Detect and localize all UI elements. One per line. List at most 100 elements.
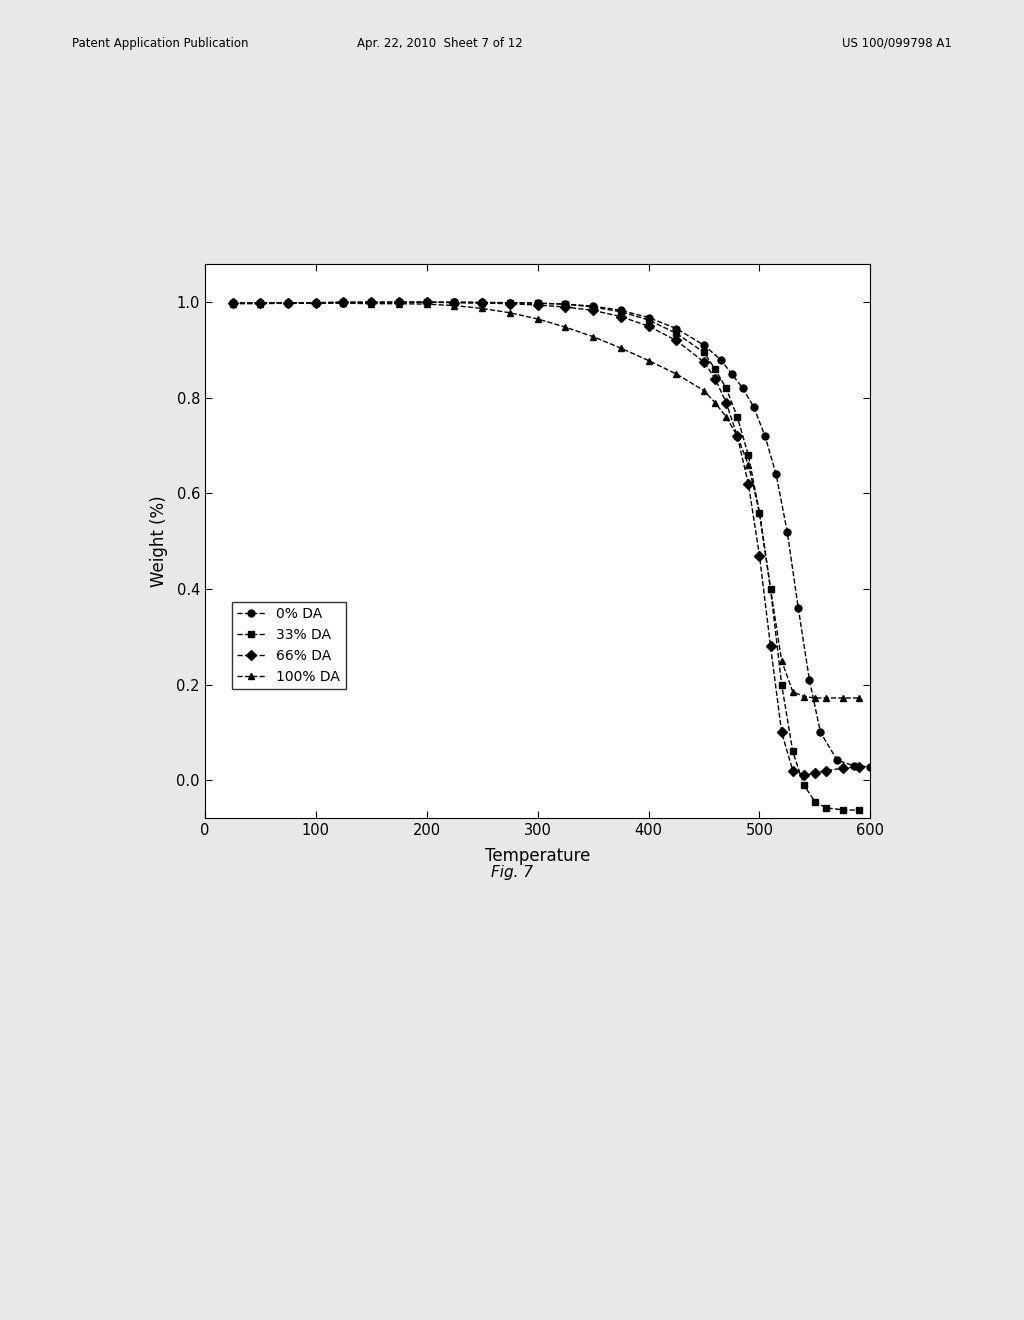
0% DA <box>670 321 682 337</box>
100% DA <box>837 690 849 706</box>
66% DA <box>754 548 766 564</box>
0% DA <box>748 400 760 416</box>
100% DA <box>754 504 766 520</box>
100% DA <box>504 305 516 321</box>
0% DA <box>614 302 627 318</box>
0% DA <box>254 296 266 312</box>
33% DA <box>449 294 461 310</box>
66% DA <box>531 297 544 313</box>
33% DA <box>742 447 755 463</box>
Legend: 0% DA, 33% DA, 66% DA, 100% DA: 0% DA, 33% DA, 66% DA, 100% DA <box>231 602 345 689</box>
100% DA <box>642 352 654 368</box>
0% DA <box>803 672 815 688</box>
33% DA <box>786 743 799 759</box>
0% DA <box>814 725 826 741</box>
0% DA <box>781 524 794 540</box>
33% DA <box>837 801 849 817</box>
66% DA <box>587 302 599 318</box>
0% DA <box>449 294 461 310</box>
33% DA <box>642 312 654 327</box>
33% DA <box>559 296 571 312</box>
33% DA <box>393 294 406 310</box>
66% DA <box>709 371 721 387</box>
33% DA <box>587 300 599 315</box>
33% DA <box>226 296 239 312</box>
0% DA <box>848 758 860 774</box>
66% DA <box>786 763 799 779</box>
33% DA <box>809 793 821 809</box>
33% DA <box>820 800 833 816</box>
100% DA <box>614 341 627 356</box>
33% DA <box>670 326 682 342</box>
100% DA <box>421 296 433 312</box>
0% DA <box>559 296 571 312</box>
33% DA <box>765 581 777 597</box>
33% DA <box>720 380 732 396</box>
66% DA <box>742 477 755 492</box>
100% DA <box>809 690 821 706</box>
0% DA <box>282 296 294 312</box>
66% DA <box>837 760 849 776</box>
100% DA <box>698 383 711 399</box>
66% DA <box>642 318 654 334</box>
Text: Apr. 22, 2010  Sheet 7 of 12: Apr. 22, 2010 Sheet 7 of 12 <box>357 37 523 50</box>
66% DA <box>476 296 488 312</box>
0% DA <box>770 466 782 482</box>
100% DA <box>309 296 322 312</box>
33% DA <box>504 294 516 310</box>
66% DA <box>449 294 461 310</box>
33% DA <box>531 296 544 312</box>
Y-axis label: Weight (%): Weight (%) <box>151 495 168 587</box>
33% DA <box>698 345 711 360</box>
0% DA <box>309 294 322 310</box>
0% DA <box>366 294 378 310</box>
66% DA <box>393 294 406 310</box>
33% DA <box>366 294 378 310</box>
33% DA <box>754 504 766 520</box>
33% DA <box>309 294 322 310</box>
66% DA <box>559 300 571 315</box>
100% DA <box>254 296 266 312</box>
33% DA <box>775 677 787 693</box>
66% DA <box>504 296 516 312</box>
66% DA <box>820 763 833 779</box>
Text: Fig. 7: Fig. 7 <box>490 865 534 879</box>
66% DA <box>765 639 777 655</box>
0% DA <box>587 298 599 314</box>
0% DA <box>393 294 406 310</box>
0% DA <box>226 296 239 312</box>
0% DA <box>726 366 738 381</box>
Line: 100% DA: 100% DA <box>229 300 863 701</box>
100% DA <box>226 296 239 312</box>
X-axis label: Temperature: Temperature <box>485 846 590 865</box>
33% DA <box>421 294 433 310</box>
100% DA <box>742 457 755 473</box>
0% DA <box>337 294 349 310</box>
Line: 33% DA: 33% DA <box>229 298 863 813</box>
0% DA <box>476 294 488 310</box>
0% DA <box>736 380 749 396</box>
66% DA <box>226 296 239 312</box>
33% DA <box>282 294 294 310</box>
100% DA <box>853 690 865 706</box>
0% DA <box>831 752 844 768</box>
33% DA <box>337 294 349 310</box>
0% DA <box>504 294 516 310</box>
100% DA <box>820 690 833 706</box>
100% DA <box>786 684 799 700</box>
66% DA <box>254 294 266 310</box>
66% DA <box>614 309 627 325</box>
0% DA <box>715 351 727 367</box>
33% DA <box>614 304 627 319</box>
100% DA <box>731 428 743 444</box>
0% DA <box>793 601 805 616</box>
100% DA <box>587 329 599 345</box>
0% DA <box>421 294 433 310</box>
0% DA <box>864 759 877 775</box>
33% DA <box>254 294 266 310</box>
100% DA <box>531 312 544 327</box>
100% DA <box>670 366 682 381</box>
66% DA <box>720 395 732 411</box>
66% DA <box>421 294 433 310</box>
0% DA <box>759 428 771 444</box>
